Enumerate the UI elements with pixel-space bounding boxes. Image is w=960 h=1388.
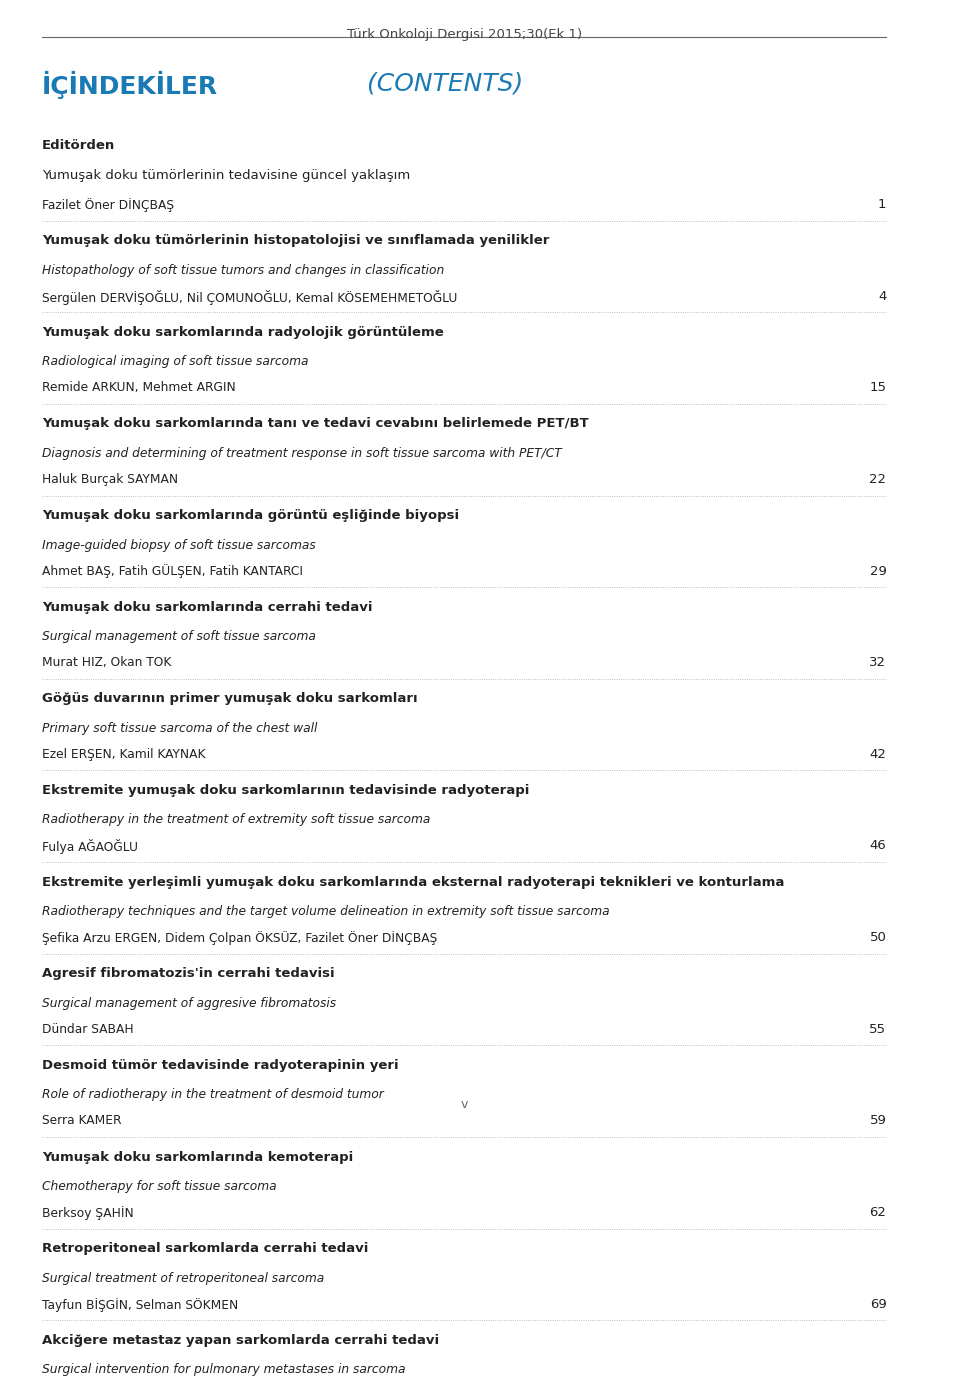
Text: Haluk Burçak SAYMAN: Haluk Burçak SAYMAN — [42, 473, 178, 486]
Text: Tayfun BİŞGİN, Selman SÖKMEN: Tayfun BİŞGİN, Selman SÖKMEN — [42, 1298, 238, 1312]
Text: 4: 4 — [878, 290, 886, 303]
Text: Dündar SABAH: Dündar SABAH — [42, 1023, 133, 1035]
Text: 62: 62 — [870, 1206, 886, 1219]
Text: 22: 22 — [870, 473, 886, 486]
Text: Şefika Arzu ERGEN, Didem Çolpan ÖKSÜZ, Fazilet Öner DİNÇBAŞ: Şefika Arzu ERGEN, Didem Çolpan ÖKSÜZ, F… — [42, 931, 437, 945]
Text: 55: 55 — [870, 1023, 886, 1035]
Text: v: v — [461, 1098, 468, 1110]
Text: Yumuşak doku sarkomlarında görüntü eşliğinde biyopsi: Yumuşak doku sarkomlarında görüntü eşliğ… — [42, 509, 459, 522]
Text: Radiological imaging of soft tissue sarcoma: Radiological imaging of soft tissue sarc… — [42, 355, 308, 368]
Text: 15: 15 — [870, 382, 886, 394]
Text: Fazilet Öner DİNÇBAŞ: Fazilet Öner DİNÇBAŞ — [42, 198, 174, 212]
Text: Chemotherapy for soft tissue sarcoma: Chemotherapy for soft tissue sarcoma — [42, 1180, 276, 1192]
Text: Histopathology of soft tissue tumors and changes in classification: Histopathology of soft tissue tumors and… — [42, 264, 444, 276]
Text: Serra KAMER: Serra KAMER — [42, 1115, 121, 1127]
Text: 32: 32 — [870, 657, 886, 669]
Text: Yumuşak doku sarkomlarında radyolojik görüntüleme: Yumuşak doku sarkomlarında radyolojik gö… — [42, 326, 444, 339]
Text: Image-guided biopsy of soft tissue sarcomas: Image-guided biopsy of soft tissue sarco… — [42, 539, 316, 551]
Text: Radiotherapy in the treatment of extremity soft tissue sarcoma: Radiotherapy in the treatment of extremi… — [42, 813, 430, 826]
Text: 69: 69 — [870, 1298, 886, 1310]
Text: 42: 42 — [870, 748, 886, 761]
Text: İÇİNDEKİLER: İÇİNDEKİLER — [42, 71, 218, 100]
Text: 46: 46 — [870, 840, 886, 852]
Text: Surgical treatment of retroperitoneal sarcoma: Surgical treatment of retroperitoneal sa… — [42, 1271, 324, 1285]
Text: 50: 50 — [870, 931, 886, 944]
Text: Primary soft tissue sarcoma of the chest wall: Primary soft tissue sarcoma of the chest… — [42, 722, 317, 734]
Text: Sergülen DERVİŞOĞLU, Nil ÇOMUNOĞLU, Kemal KÖSEMEHMETOĞLU: Sergülen DERVİŞOĞLU, Nil ÇOMUNOĞLU, Kema… — [42, 290, 457, 304]
Text: Desmoid tümör tedavisinde radyoterapinin yeri: Desmoid tümör tedavisinde radyoterapinin… — [42, 1059, 398, 1072]
Text: Akciğere metastaz yapan sarkomlarda cerrahi tedavi: Akciğere metastaz yapan sarkomlarda cerr… — [42, 1334, 439, 1346]
Text: Agresif fibromatozis'in cerrahi tedavisi: Agresif fibromatozis'in cerrahi tedavisi — [42, 967, 334, 980]
Text: Yumuşak doku tümörlerinin tedavisine güncel yaklaşım: Yumuşak doku tümörlerinin tedavisine gün… — [42, 168, 410, 182]
Text: Yumuşak doku tümörlerinin histopatolojisi ve sınıflamada yenilikler: Yumuşak doku tümörlerinin histopatolojis… — [42, 235, 549, 247]
Text: 59: 59 — [870, 1115, 886, 1127]
Text: Ekstremite yumuşak doku sarkomlarının tedavisinde radyoterapi: Ekstremite yumuşak doku sarkomlarının te… — [42, 784, 529, 797]
Text: Göğüs duvarının primer yumuşak doku sarkomları: Göğüs duvarının primer yumuşak doku sark… — [42, 693, 418, 705]
Text: Yumuşak doku sarkomlarında tanı ve tedavi cevabını belirlemede PET/BT: Yumuşak doku sarkomlarında tanı ve tedav… — [42, 418, 588, 430]
Text: Role of radiotherapy in the treatment of desmoid tumor: Role of radiotherapy in the treatment of… — [42, 1088, 383, 1101]
Text: Fulya AĞAOĞLU: Fulya AĞAOĞLU — [42, 840, 138, 855]
Text: Yumuşak doku sarkomlarında kemoterapi: Yumuşak doku sarkomlarında kemoterapi — [42, 1151, 353, 1163]
Text: Retroperitoneal sarkomlarda cerrahi tedavi: Retroperitoneal sarkomlarda cerrahi teda… — [42, 1242, 368, 1255]
Text: Ekstremite yerleşimli yumuşak doku sarkomlarında eksternal radyoterapi teknikler: Ekstremite yerleşimli yumuşak doku sarko… — [42, 876, 784, 888]
Text: 1: 1 — [877, 198, 886, 211]
Text: Diagnosis and determining of treatment response in soft tissue sarcoma with PET/: Diagnosis and determining of treatment r… — [42, 447, 562, 459]
Text: Surgical management of aggresive fibromatosis: Surgical management of aggresive fibroma… — [42, 997, 336, 1009]
Text: 29: 29 — [870, 565, 886, 577]
Text: Editörden: Editörden — [42, 139, 115, 153]
Text: Yumuşak doku sarkomlarında cerrahi tedavi: Yumuşak doku sarkomlarında cerrahi tedav… — [42, 601, 372, 613]
Text: Ezel ERŞEN, Kamil KAYNAK: Ezel ERŞEN, Kamil KAYNAK — [42, 748, 205, 761]
Text: Radiotherapy techniques and the target volume delineation in extremity soft tiss: Radiotherapy techniques and the target v… — [42, 905, 610, 917]
Text: Murat HIZ, Okan TOK: Murat HIZ, Okan TOK — [42, 657, 171, 669]
Text: (CONTENTS): (CONTENTS) — [359, 71, 523, 96]
Text: Surgical management of soft tissue sarcoma: Surgical management of soft tissue sarco… — [42, 630, 316, 643]
Text: Berksoy ŞAHİN: Berksoy ŞAHİN — [42, 1206, 133, 1220]
Text: Türk Onkoloji Dergisi 2015;30(Ek 1): Türk Onkoloji Dergisi 2015;30(Ek 1) — [347, 28, 582, 42]
Text: Ahmet BAŞ, Fatih GÜLŞEN, Fatih KANTARCI: Ahmet BAŞ, Fatih GÜLŞEN, Fatih KANTARCI — [42, 565, 302, 579]
Text: Remide ARKUN, Mehmet ARGIN: Remide ARKUN, Mehmet ARGIN — [42, 382, 235, 394]
Text: Surgical intervention for pulmonary metastases in sarcoma: Surgical intervention for pulmonary meta… — [42, 1363, 405, 1377]
